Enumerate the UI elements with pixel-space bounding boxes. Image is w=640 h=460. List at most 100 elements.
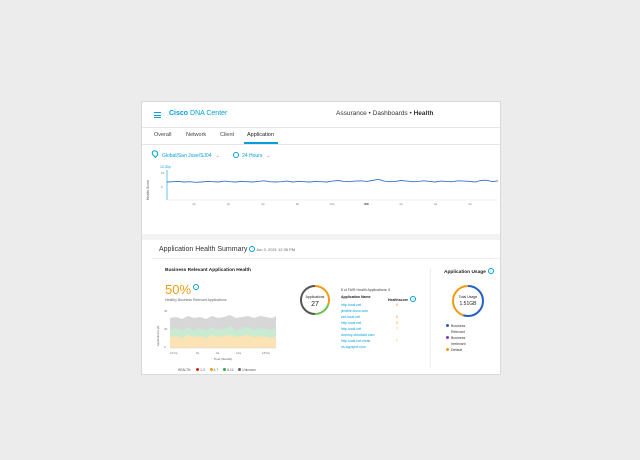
app-health-stacked-chart[interactable]: Applications (#) 40 20 0 10:0p 6p 2a 10a… (156, 306, 286, 366)
dna-center-window: Cisco DNA Center Assurance • Dashboards … (141, 101, 501, 375)
legend-dot (223, 368, 227, 371)
breadcrumb-health: Health (413, 110, 434, 117)
panel-divider (430, 268, 431, 368)
tab-network[interactable]: Network (186, 132, 207, 138)
info-icon[interactable]: i (249, 246, 256, 252)
stack-ylabel: Applications (#) (156, 326, 160, 347)
health-trend-chart[interactable]: Health Score 12:30p 10 5 2p 4p 6p 8p 10p 6/3 2… (142, 160, 500, 212)
trend-xtick: 2a (399, 202, 403, 206)
location-filter[interactable]: Global/San Jose/SJ04 ⌄ (150, 148, 220, 159)
breadcrumb-separator: • (368, 110, 371, 117)
location-value: Global/San Jose/SJ04 (162, 153, 212, 159)
brand-bold: Cisco (169, 110, 189, 117)
usage-title-text: Application Usage (444, 270, 486, 275)
app-row-score: 6 (396, 315, 398, 319)
usage-legend-item: Business (446, 336, 465, 340)
summary-date: Jun 3, 2021 12:35 PM (256, 247, 296, 252)
filter-bar: Global/San Jose/SJ04 ⌄ 24 Hours ⌄ (150, 148, 271, 159)
legend-dot (446, 330, 449, 333)
stack-xtick: 18:6a (262, 351, 270, 355)
summary-title: Application Health Summary i (159, 246, 256, 253)
app-row-name[interactable]: http-local-net-ntrab (341, 339, 371, 343)
applications-donut-label: Applications (305, 295, 325, 299)
app-row-name[interactable]: jimellie.cisco.com (341, 309, 369, 313)
app-row-score: 6 (396, 321, 398, 325)
usage-legend-label: Business (451, 336, 466, 340)
stack-xtick: 6p (196, 351, 200, 355)
trend-hover-time: 12:30p (160, 165, 171, 169)
applications-donut[interactable] (298, 283, 332, 317)
legend-dot (446, 336, 449, 339)
app-row-score: 6 (396, 303, 398, 307)
info-icon[interactable]: i (193, 284, 200, 290)
applications-donut-segment (300, 285, 330, 315)
trend-xtick: 4a (434, 202, 438, 206)
legend-dot (238, 368, 242, 371)
usage-ring-label: Total Usage (458, 295, 478, 299)
col-healthscore: Healthscore i (388, 296, 417, 302)
trend-ylabel: Health Score (146, 180, 150, 200)
brand-logo[interactable]: Cisco DNA Center (169, 110, 227, 117)
app-row-name[interactable]: ns.appspot.com (341, 345, 366, 349)
trend-ymid: 5 (161, 185, 163, 189)
col-healthscore-label: Healthscore (388, 298, 409, 302)
tab-client[interactable]: Client (220, 132, 235, 138)
app-row-name[interactable]: http-local-net (341, 327, 362, 331)
legend-dot (209, 368, 213, 371)
time-range-filter[interactable]: 24 Hours ⌄ (233, 152, 271, 159)
stack-ytick: 20 (164, 327, 168, 331)
usage-legend-label: Relevant (451, 330, 465, 334)
app-row-name[interactable]: net-local-net (341, 315, 361, 319)
section-divider (142, 234, 500, 240)
legend-dot (446, 324, 449, 327)
stack-xtick: 10:0p (170, 351, 178, 355)
breadcrumb-assurance[interactable]: Assurance (336, 110, 367, 117)
col-application-name: Application Name (341, 295, 371, 299)
health-legend-title: HEALTH: (178, 368, 192, 372)
healthy-percentage-value: 50% (165, 282, 192, 297)
tab-application[interactable]: Application (247, 132, 274, 138)
usage-ring[interactable] (450, 283, 486, 319)
trend-ymax: 10 (161, 171, 165, 175)
summary-card (152, 258, 500, 374)
stack-xtick: 2a (216, 351, 220, 355)
usage-ring-value: 1.51GB (459, 301, 477, 307)
app-row-name[interactable]: http-local-net (341, 321, 362, 325)
tab-overall[interactable]: Overall (154, 132, 172, 138)
usage-title: Application Usage i (444, 268, 494, 275)
usage-legend-item: Relevant (446, 330, 465, 334)
stack-ytick: 40 (164, 309, 168, 313)
chevron-down-icon: ⌄ (215, 153, 220, 159)
app-row-name[interactable]: http-local-net (341, 303, 362, 307)
stack-area-fair (170, 335, 276, 348)
dashboard-tabs: Overall Network Client Application (142, 128, 500, 145)
trend-xtick: 6a (468, 202, 472, 206)
trend-xtick: 10p (329, 202, 334, 206)
info-icon[interactable]: i (410, 296, 417, 302)
app-row-score: 7 (396, 339, 398, 343)
breadcrumb-separator: • (409, 110, 412, 117)
legend-label: 8-10 (227, 368, 234, 372)
location-pin-icon (150, 148, 160, 159)
menu-icon[interactable] (154, 112, 161, 118)
usage-legend-item: Default (446, 348, 462, 352)
breadcrumb-dashboards[interactable]: Dashboards (372, 110, 408, 117)
fair-apps-title: 8 of FAIR Health Applications: 5 (341, 288, 391, 292)
chevron-down-icon: ⌄ (266, 153, 271, 159)
brand-rest: DNA Center (190, 110, 228, 117)
app-row-name[interactable]: dummy-cloudabt.com (341, 333, 375, 337)
trend-xtick: 6p (261, 202, 265, 206)
info-icon[interactable]: i (487, 268, 494, 274)
trend-xtick: 2p (192, 202, 196, 206)
usage-ring-segment (452, 285, 484, 317)
clock-icon (233, 152, 240, 158)
business-relevant-title: Business Relevant Application Health (165, 268, 251, 273)
trend-xtick: 4p (227, 202, 231, 206)
legend-dot (196, 368, 200, 371)
legend-label: 1-3 (200, 368, 205, 372)
applications-donut-segment (300, 285, 330, 315)
stack-ytick: 0 (164, 345, 166, 349)
stack-xtick: 10a (236, 351, 241, 355)
top-header: Cisco DNA Center Assurance • Dashboards … (142, 102, 500, 128)
trend-xtick: 8p (296, 202, 300, 206)
